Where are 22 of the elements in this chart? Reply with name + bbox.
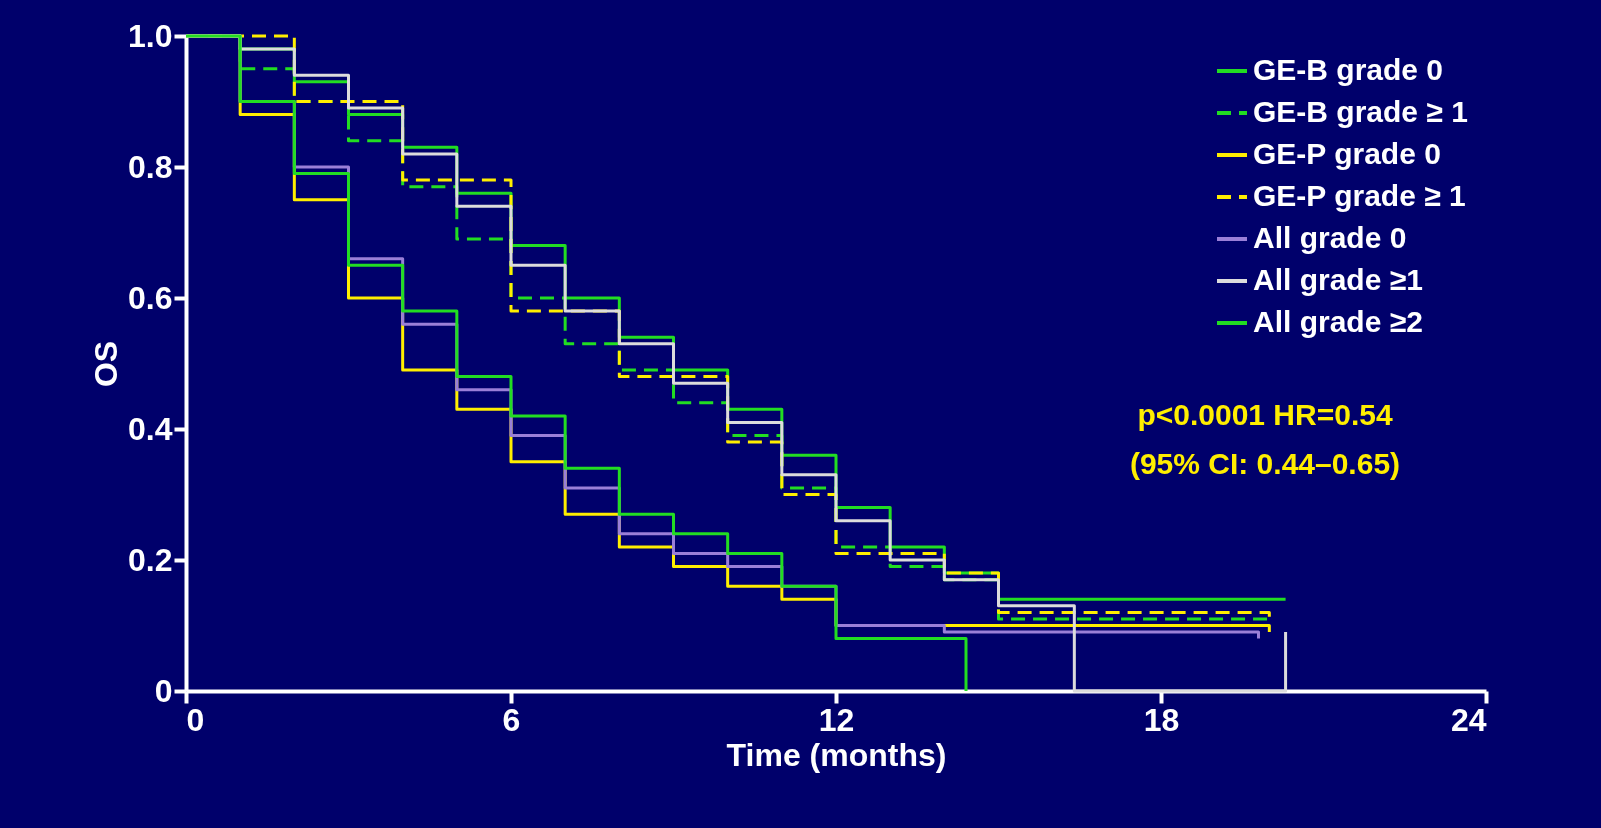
y-tick-label: 0.2 [128,541,173,578]
legend-label: All grade 0 [1253,221,1407,254]
x-tick-label: 6 [502,701,521,738]
x-tick-label: 18 [1143,701,1180,738]
y-axis-title: OS [88,340,125,388]
y-tick-label: 0 [154,672,173,709]
y-tick-label: 1.0 [128,17,173,54]
annotation: (95% CI: 0.44–0.65) [1129,447,1401,481]
legend-label: GE-P grade ≥ 1 [1253,179,1466,212]
legend-label: All grade ≥2 [1253,305,1423,338]
legend-label: GE-B grade 0 [1253,53,1444,86]
legend-label: GE-B grade ≥ 1 [1253,95,1468,128]
x-tick-label: 24 [1450,701,1487,738]
y-tick-label: 0.6 [128,279,173,316]
legend-label: GE-P grade 0 [1253,137,1441,170]
legend-label: All grade ≥1 [1253,263,1423,296]
y-tick-label: 0.8 [128,148,173,185]
annotation: p<0.0001 HR=0.54 [1137,397,1393,431]
y-tick-label: 0.4 [128,410,173,447]
x-tick-label: 0 [186,701,205,738]
x-axis-title: Time (months) [726,736,947,773]
x-tick-label: 12 [818,701,855,738]
